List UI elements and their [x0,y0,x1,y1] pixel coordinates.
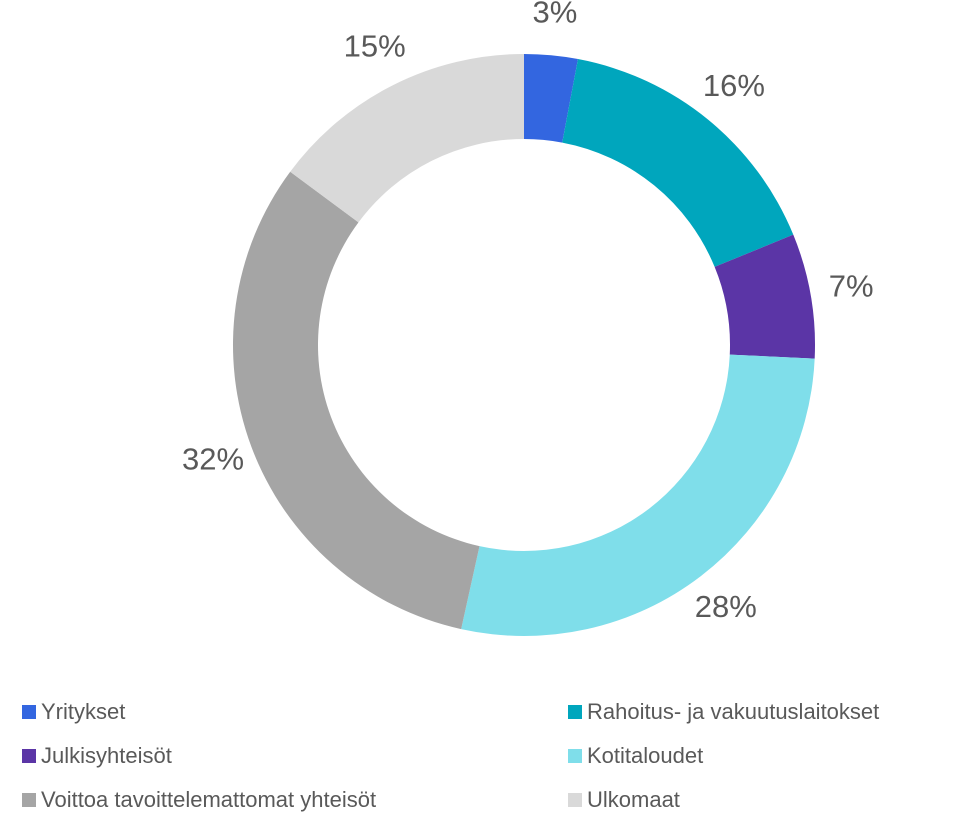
data-label: 15% [344,29,406,64]
legend-swatch [568,705,582,719]
data-label: 7% [829,269,874,304]
legend-swatch [568,793,582,807]
donut-slice [562,59,794,267]
donut-slice [290,54,524,223]
donut-slice [524,54,578,143]
data-label: 28% [695,589,757,624]
donut-slice [714,234,815,359]
donut-slice [461,354,815,636]
donut-slice [232,171,480,630]
legend-label: Voittoa tavoittelemattomat yhteisöt [41,787,376,812]
data-label: 32% [182,441,244,476]
legend-label: Ulkomaat [587,787,680,812]
legend-label: Yritykset [41,699,125,724]
data-label: 3% [533,0,578,30]
legend-swatch [22,793,36,807]
legend-label: Kotitaloudet [587,743,703,768]
legend-label: Rahoitus- ja vakuutuslaitokset [587,699,879,724]
data-label: 16% [703,68,765,103]
legend-swatch [22,705,36,719]
legend-label: Julkisyhteisöt [41,743,172,768]
legend-swatch [22,749,36,763]
legend-swatch [568,749,582,763]
